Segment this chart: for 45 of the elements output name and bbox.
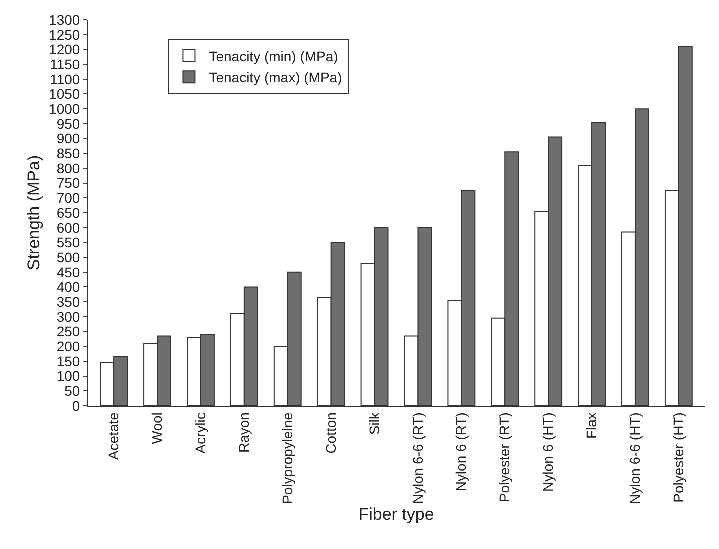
y-tick-label: 300: [56, 308, 80, 325]
x-tick-label: Polyester (HT): [670, 412, 686, 503]
y-tick-label: 350: [56, 294, 80, 310]
y-tick-label: 1200: [49, 42, 80, 58]
y-axis-title: Strength (MPa): [24, 155, 44, 271]
x-tick-label: Acrylic: [192, 412, 209, 454]
x-tick-label: Acetate: [106, 412, 122, 460]
y-tick-label: 1100: [50, 71, 80, 88]
y-tick-label: 800: [56, 160, 80, 176]
y-tick-label: 400: [56, 279, 80, 296]
y-tick-label: 1150: [50, 56, 80, 72]
x-axis-title: Fiber type: [358, 504, 434, 524]
y-tick-label: 850: [56, 146, 80, 162]
y-tick-label: 200: [56, 338, 80, 355]
legend-label: Tenacity (max) (MPa): [209, 70, 342, 86]
x-tick-label: Polyester (RT): [496, 412, 513, 503]
y-tick-label: 550: [56, 234, 80, 251]
y-tick-label: 450: [56, 264, 80, 280]
x-tick-label: Flax: [584, 412, 600, 440]
x-tick-label: Rayon: [236, 412, 252, 454]
x-tick-label: Nylon 6-6 (HT): [627, 412, 644, 504]
y-tick-label: 100: [56, 368, 80, 384]
x-tick-label: Wool: [149, 412, 166, 444]
x-tick-label: Nylon 6-6 (RT): [410, 412, 426, 504]
x-tick-label: Polypropylelne: [279, 412, 296, 504]
y-tick-label: 1300: [49, 12, 80, 28]
legend-label: Tenacity (min) (MPa): [209, 48, 338, 64]
y-tick-label: 150: [56, 353, 80, 370]
y-tick-label: 50: [64, 383, 80, 400]
x-tick-label: Nylon 6 (HT): [540, 412, 556, 492]
y-tick-label: 0: [72, 398, 80, 414]
y-tick-label: 500: [56, 249, 80, 266]
y-tick-label: 600: [56, 220, 80, 236]
y-tick-label: 1050: [49, 86, 80, 102]
y-tick-label: 1250: [49, 26, 80, 43]
y-tick-label: 250: [56, 324, 80, 340]
y-tick-label: 650: [56, 204, 80, 221]
x-tick-label: Nylon 6 (RT): [453, 412, 470, 492]
y-tick-label: 950: [56, 116, 80, 132]
y-tick-label: 900: [56, 130, 80, 147]
x-tick-label: Cotton: [322, 412, 339, 454]
y-tick-label: 750: [56, 175, 80, 192]
y-tick-label: 700: [56, 190, 80, 206]
x-tick-label: Silk: [366, 412, 382, 436]
y-tick-label: 1000: [49, 100, 80, 117]
